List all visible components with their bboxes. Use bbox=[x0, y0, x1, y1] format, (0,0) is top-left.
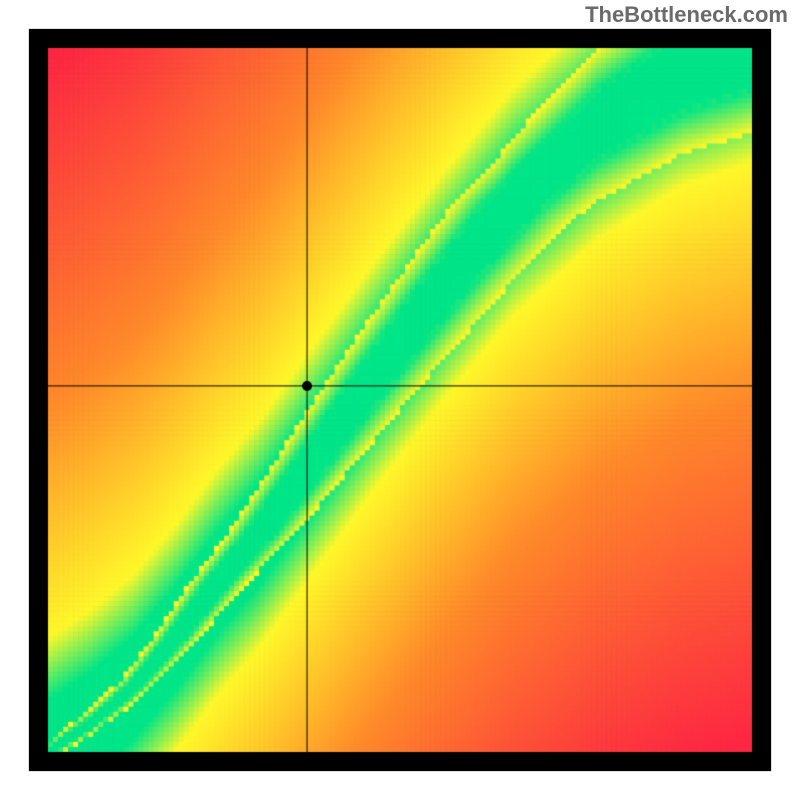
heatmap-canvas bbox=[0, 0, 800, 800]
watermark-text: TheBottleneck.com bbox=[585, 2, 788, 28]
chart-container: TheBottleneck.com bbox=[0, 0, 800, 800]
